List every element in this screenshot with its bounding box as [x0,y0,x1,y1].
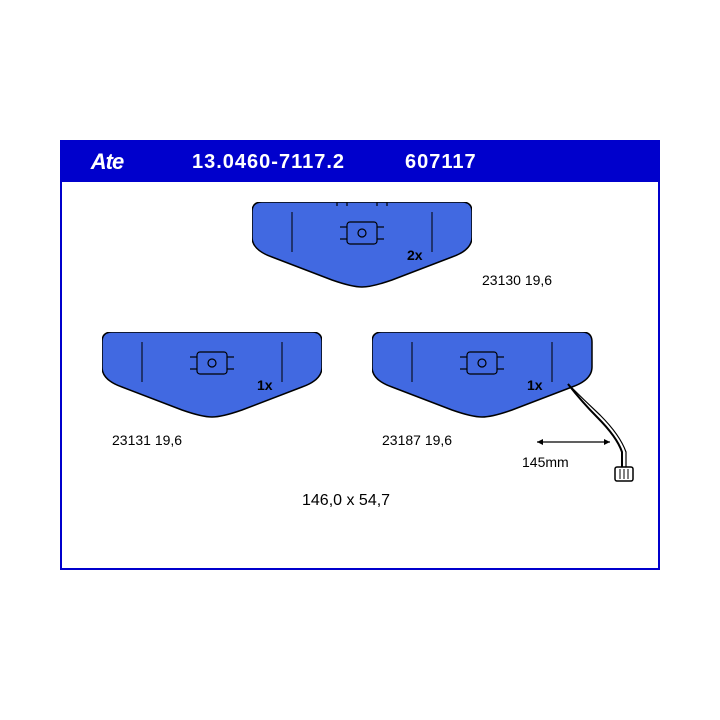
pad-right-ref: 23187 19,6 [382,432,452,448]
brand-logo: Ate [62,142,152,182]
part-number: 13.0460-7117.2 [192,151,345,174]
pad-left-qty: 1x [257,377,273,393]
diagram-frame: Ate 13.0460-7117.2 607117 2x 23130 19,6 … [60,140,660,570]
short-code: 607117 [405,151,477,174]
pad-left-ref: 23131 19,6 [112,432,182,448]
brake-pad-left: 1x [102,332,322,422]
pad-dimensions: 146,0 x 54,7 [302,492,390,510]
pad-right-qty: 1x [527,377,543,393]
pad-top-ref: 23130 19,6 [482,272,552,288]
header-bar: Ate 13.0460-7117.2 607117 [62,142,658,182]
sensor-length: 145mm [522,454,569,470]
brake-pad-top: 2x [252,202,472,292]
logo-text: Ate [91,149,123,175]
pad-top-qty: 2x [407,247,423,263]
brake-pad-right: 1x [372,332,652,492]
